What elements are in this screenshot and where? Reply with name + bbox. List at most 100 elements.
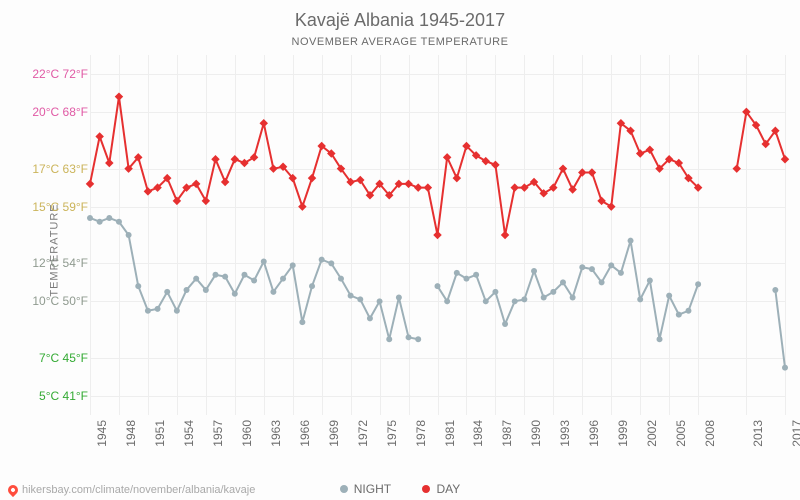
- marker-day: [578, 168, 586, 176]
- marker-night: [676, 312, 682, 318]
- marker-night: [685, 308, 691, 314]
- marker-night: [164, 289, 170, 295]
- marker-night: [396, 295, 402, 301]
- marker-day: [105, 159, 113, 167]
- marker-day: [559, 164, 567, 172]
- attribution-text: hikersbay.com/climate/november/albania/k…: [22, 484, 255, 496]
- marker-day: [781, 155, 789, 163]
- marker-night: [174, 308, 180, 314]
- marker-night: [367, 315, 373, 321]
- marker-night: [550, 289, 556, 295]
- marker-night: [328, 260, 334, 266]
- series-line-day: [737, 112, 785, 169]
- marker-night: [628, 238, 634, 244]
- marker-day: [240, 159, 248, 167]
- marker-day: [115, 92, 123, 100]
- marker-night: [97, 219, 103, 225]
- marker-night: [299, 319, 305, 325]
- marker-night: [666, 293, 672, 299]
- legend-label: DAY: [436, 482, 460, 496]
- marker-day: [501, 231, 509, 239]
- marker-day: [732, 164, 740, 172]
- marker-night: [647, 277, 653, 283]
- map-pin-icon: [6, 483, 20, 497]
- marker-night: [203, 287, 209, 293]
- marker-night: [560, 279, 566, 285]
- marker-night: [541, 295, 547, 301]
- series-line-night: [438, 241, 699, 340]
- marker-day: [520, 183, 528, 191]
- marker-day: [202, 197, 210, 205]
- marker-day: [308, 174, 316, 182]
- marker-day: [482, 157, 490, 165]
- marker-day: [211, 155, 219, 163]
- marker-night: [415, 336, 421, 342]
- legend-dot-icon: [340, 485, 348, 493]
- marker-day: [414, 183, 422, 191]
- marker-night: [135, 283, 141, 289]
- marker-night: [695, 281, 701, 287]
- marker-night: [599, 279, 605, 285]
- marker-day: [404, 180, 412, 188]
- series-line-day: [90, 97, 698, 235]
- marker-day: [433, 231, 441, 239]
- marker-day: [86, 180, 94, 188]
- marker-day: [192, 180, 200, 188]
- legend-item-night: NIGHT: [340, 482, 391, 496]
- marker-night: [280, 276, 286, 282]
- marker-day: [298, 202, 306, 210]
- marker-night: [290, 262, 296, 268]
- marker-day: [221, 178, 229, 186]
- marker-day: [453, 174, 461, 182]
- marker-night: [492, 289, 498, 295]
- marker-night: [618, 270, 624, 276]
- marker-night: [193, 276, 199, 282]
- attribution: hikersbay.com/climate/november/albania/k…: [8, 484, 255, 496]
- marker-night: [357, 296, 363, 302]
- marker-day: [269, 164, 277, 172]
- marker-night: [270, 289, 276, 295]
- marker-night: [309, 283, 315, 289]
- marker-night: [184, 287, 190, 293]
- marker-day: [568, 185, 576, 193]
- temperature-chart: Kavajë Albania 1945-2017 NOVEMBER AVERAG…: [0, 0, 800, 500]
- marker-night: [212, 272, 218, 278]
- marker-night: [435, 283, 441, 289]
- marker-night: [261, 259, 267, 265]
- marker-night: [348, 293, 354, 299]
- marker-day: [607, 202, 615, 210]
- marker-night: [772, 287, 778, 293]
- marker-day: [491, 161, 499, 169]
- marker-night: [232, 291, 238, 297]
- marker-day: [443, 153, 451, 161]
- marker-night: [106, 215, 112, 221]
- marker-night: [521, 296, 527, 302]
- marker-day: [95, 132, 103, 140]
- series-line-night: [775, 290, 785, 368]
- marker-day: [549, 183, 557, 191]
- marker-night: [463, 276, 469, 282]
- marker-night: [116, 219, 122, 225]
- marker-day: [597, 197, 605, 205]
- marker-night: [251, 277, 257, 283]
- marker-night: [454, 270, 460, 276]
- marker-night: [338, 276, 344, 282]
- marker-night: [155, 306, 161, 312]
- marker-night: [126, 232, 132, 238]
- legend-dot-icon: [422, 485, 430, 493]
- marker-night: [319, 257, 325, 263]
- plot-area: [0, 0, 800, 500]
- marker-night: [377, 298, 383, 304]
- marker-night: [589, 266, 595, 272]
- marker-night: [608, 262, 614, 268]
- marker-night: [782, 365, 788, 371]
- marker-day: [510, 183, 518, 191]
- marker-night: [222, 274, 228, 280]
- marker-day: [424, 183, 432, 191]
- marker-day: [250, 153, 258, 161]
- marker-night: [531, 268, 537, 274]
- marker-night: [444, 298, 450, 304]
- marker-day: [144, 187, 152, 195]
- marker-night: [406, 334, 412, 340]
- marker-night: [87, 215, 93, 221]
